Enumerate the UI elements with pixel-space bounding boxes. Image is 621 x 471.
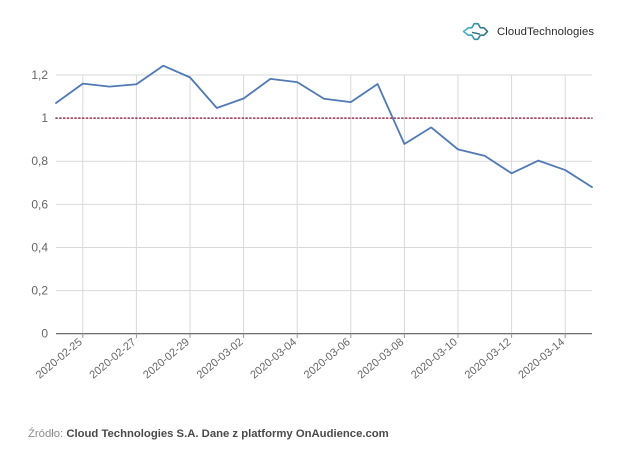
svg-text:0,4: 0,4 bbox=[31, 240, 48, 254]
svg-text:2020-03-04: 2020-03-04 bbox=[248, 336, 299, 381]
svg-text:2020-02-29: 2020-02-29 bbox=[141, 336, 192, 381]
svg-text:2020-03-06: 2020-03-06 bbox=[302, 336, 353, 381]
svg-text:0,2: 0,2 bbox=[31, 284, 48, 298]
svg-text:0,8: 0,8 bbox=[31, 154, 48, 168]
svg-text:0: 0 bbox=[41, 327, 48, 341]
svg-text:2020-02-27: 2020-02-27 bbox=[88, 336, 139, 381]
svg-text:1: 1 bbox=[41, 111, 48, 125]
svg-text:2020-03-12: 2020-03-12 bbox=[463, 336, 514, 381]
svg-text:2020-03-10: 2020-03-10 bbox=[409, 336, 460, 381]
svg-text:2020-02-25: 2020-02-25 bbox=[34, 336, 85, 381]
svg-text:1,2: 1,2 bbox=[31, 68, 48, 82]
svg-text:2020-03-02: 2020-03-02 bbox=[195, 336, 246, 381]
svg-text:2020-03-14: 2020-03-14 bbox=[516, 336, 567, 381]
svg-text:2020-03-08: 2020-03-08 bbox=[356, 336, 407, 381]
svg-text:0,6: 0,6 bbox=[31, 197, 48, 211]
